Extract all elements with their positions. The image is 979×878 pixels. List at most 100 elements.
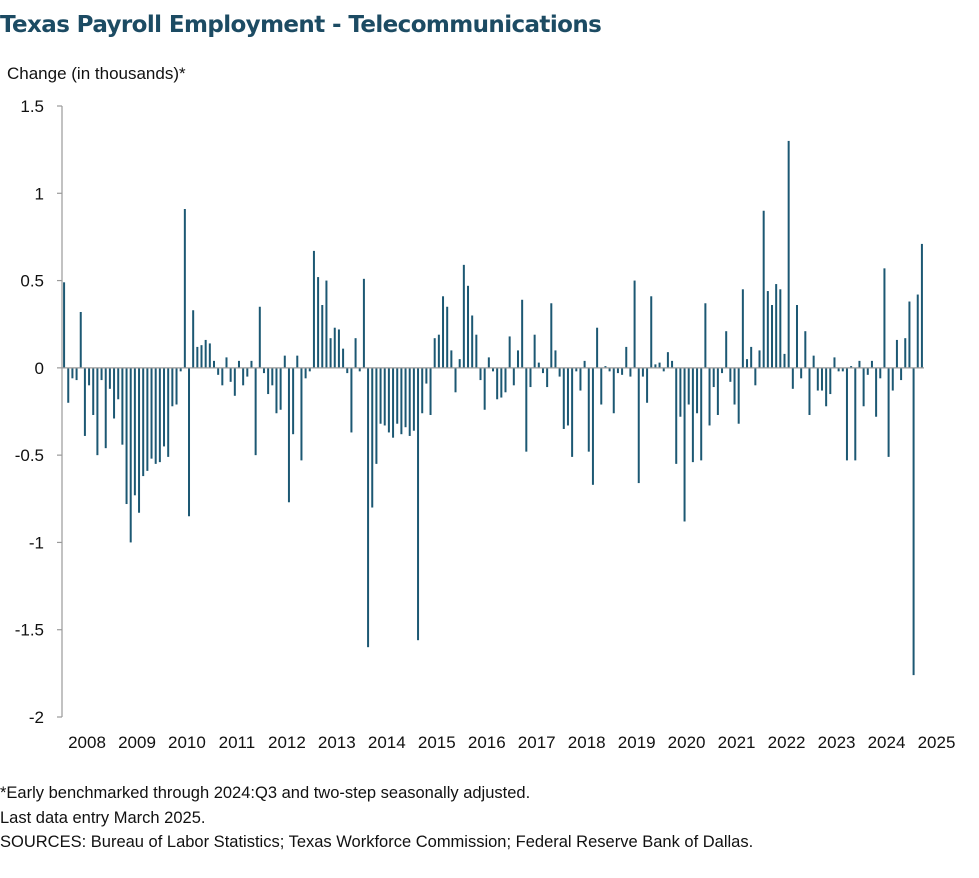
- bar: [163, 367, 166, 447]
- bar: [325, 280, 328, 368]
- bar: [458, 359, 461, 368]
- x-tick-label: 2014: [368, 733, 406, 752]
- bar: [895, 339, 898, 368]
- bar: [117, 367, 120, 400]
- bar: [741, 289, 744, 368]
- bar: [808, 367, 811, 415]
- bar: [450, 350, 453, 368]
- bar: [229, 367, 232, 382]
- bar: [829, 367, 832, 395]
- bar: [183, 209, 186, 368]
- bar: [525, 367, 528, 452]
- bar: [575, 367, 578, 372]
- bar: [758, 350, 761, 368]
- bar: [571, 367, 574, 457]
- bar: [75, 367, 78, 381]
- bar: [579, 367, 582, 391]
- y-tick-label: -2: [29, 708, 44, 727]
- bar: [362, 278, 365, 368]
- bar: [662, 367, 665, 372]
- bar: [346, 367, 349, 374]
- bar: [200, 345, 203, 368]
- chart-title: Texas Payroll Employment - Telecommunica…: [0, 12, 602, 38]
- bar: [142, 367, 145, 477]
- bar: [633, 280, 636, 368]
- bar: [746, 359, 749, 368]
- bar: [775, 284, 778, 368]
- x-tick-label: 2008: [68, 733, 106, 752]
- bar: [879, 367, 882, 379]
- bar: [708, 367, 711, 426]
- bar: [437, 334, 440, 368]
- bar: [625, 346, 628, 368]
- bar: [820, 367, 823, 391]
- axes-group: [57, 105, 924, 718]
- bar: [208, 343, 211, 368]
- bar: [795, 305, 798, 368]
- bar: [800, 367, 803, 379]
- bar: [446, 306, 449, 368]
- footnote-sources: SOURCES: Bureau of Labor Statistics; Tex…: [0, 833, 754, 851]
- y-tick-labels: 1.5 1 0.5 0 -0.5 -1 -1.5 -2: [15, 97, 44, 727]
- bar: [854, 367, 857, 461]
- bar: [533, 334, 536, 368]
- bar: [467, 285, 470, 368]
- bar: [433, 338, 436, 368]
- bar: [279, 367, 282, 410]
- bar: [429, 367, 432, 415]
- bar: [733, 367, 736, 405]
- bar: [475, 334, 478, 368]
- y-tick-label: 1: [35, 184, 44, 203]
- bar: [179, 367, 182, 372]
- bar: [79, 311, 82, 368]
- bar: [546, 367, 549, 388]
- bar: [596, 327, 599, 368]
- bar: [83, 367, 86, 436]
- bar: [687, 367, 690, 405]
- bar: [108, 367, 111, 389]
- bar: [612, 367, 615, 414]
- bar: [904, 338, 907, 368]
- bar: [716, 367, 719, 415]
- bar: [454, 367, 457, 393]
- bar: [725, 331, 728, 368]
- bar: [675, 367, 678, 464]
- bar: [791, 367, 794, 389]
- bar: [671, 360, 674, 368]
- bar-chart: 1.5 1 0.5 0 -0.5 -1 -1.5 -2 2008 2009 2010 2011 201…: [15, 97, 956, 752]
- bar: [283, 355, 286, 368]
- bar: [221, 367, 224, 386]
- bar: [196, 346, 199, 368]
- bar: [92, 367, 95, 415]
- y-tick-label: 1.5: [20, 97, 44, 116]
- bar: [304, 367, 307, 379]
- bar: [367, 367, 370, 648]
- bar: [841, 367, 844, 372]
- x-tick-label: 2024: [868, 733, 906, 752]
- bar: [712, 367, 715, 388]
- bar: [133, 367, 136, 496]
- bar: [587, 367, 590, 452]
- bar: [833, 357, 836, 368]
- bar: [471, 315, 474, 368]
- bar: [508, 336, 511, 368]
- bar: [258, 306, 261, 368]
- bar: [658, 362, 661, 368]
- bar: [342, 348, 345, 368]
- bar: [866, 367, 869, 375]
- bar: [787, 140, 790, 368]
- x-tick-label: 2013: [318, 733, 356, 752]
- bar: [550, 303, 553, 368]
- x-tick-label: 2009: [118, 733, 156, 752]
- footnotes: *Early benchmarked through 2024:Q3 and t…: [0, 781, 753, 855]
- bar: [900, 367, 903, 381]
- bar: [275, 367, 278, 414]
- bar: [837, 367, 840, 372]
- bar: [333, 327, 336, 368]
- bar: [562, 367, 565, 429]
- bar: [217, 367, 220, 375]
- bar: [608, 367, 611, 372]
- bar: [412, 367, 415, 431]
- bar: [500, 367, 503, 398]
- bar: [516, 350, 519, 368]
